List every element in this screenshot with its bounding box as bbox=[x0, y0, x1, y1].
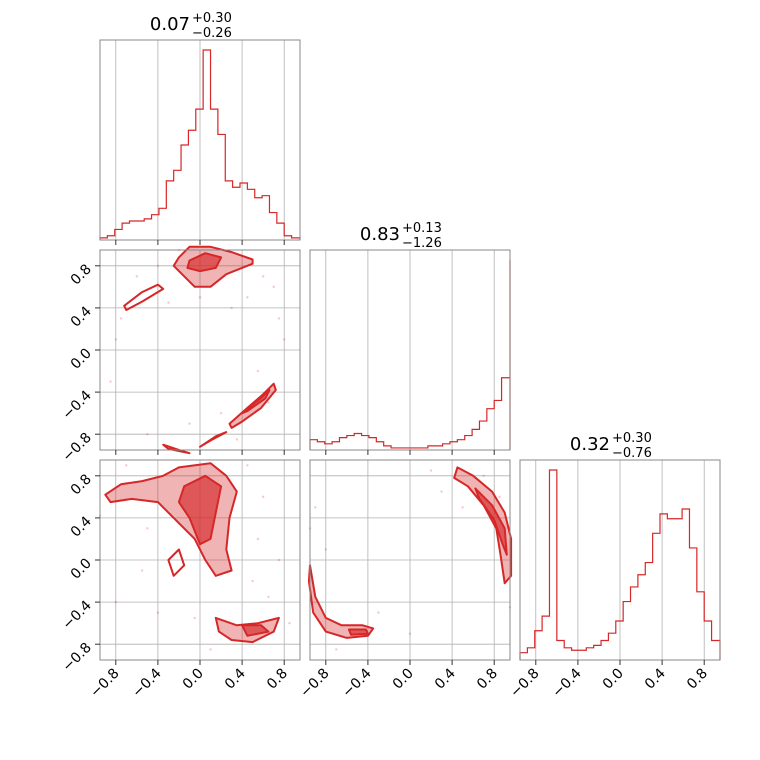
scatter-point bbox=[146, 433, 149, 436]
marginal-title-upper: +0.30 bbox=[192, 11, 232, 26]
scatter-point bbox=[461, 506, 464, 509]
contour-region bbox=[241, 389, 271, 415]
scatter-point bbox=[230, 306, 233, 310]
contour-region bbox=[162, 443, 191, 455]
contour-region bbox=[307, 564, 375, 639]
marginal-title-lower: −1.26 bbox=[402, 236, 442, 251]
x-tick-label: −0.8 bbox=[507, 666, 542, 701]
x-tick-label: −0.8 bbox=[87, 666, 122, 701]
scatter-point bbox=[335, 648, 338, 651]
contour-panel-2: −0.8 −0.4 0.0 0.4 0.8−0.8−0.40.00.40.8 bbox=[59, 459, 301, 701]
marginal-title-upper: +0.30 bbox=[612, 431, 652, 446]
y-tick-label: 0.0 bbox=[68, 346, 95, 373]
scatter-point bbox=[125, 464, 128, 467]
x-tick-label: −0.4 bbox=[339, 665, 374, 700]
scatter-point bbox=[272, 285, 275, 289]
contour-region bbox=[123, 283, 165, 311]
scatter-point bbox=[209, 648, 212, 651]
scatter-point bbox=[251, 579, 254, 583]
scatter-point bbox=[156, 611, 160, 614]
scatter-point bbox=[219, 411, 223, 415]
scatter-point bbox=[135, 275, 139, 278]
scatter-point bbox=[277, 558, 281, 562]
marginal-title-value: 0.83 bbox=[360, 224, 400, 245]
scatter-point bbox=[277, 317, 281, 320]
scatter-point bbox=[408, 632, 412, 635]
contour-region bbox=[474, 487, 508, 556]
scatter-point bbox=[261, 495, 265, 499]
scatter-point bbox=[440, 490, 443, 493]
y-tick-label: 0.4 bbox=[68, 513, 95, 540]
x-tick-label: 0.4 bbox=[222, 665, 249, 692]
x-tick-label: 0.0 bbox=[180, 666, 207, 693]
scatter-point bbox=[314, 506, 317, 509]
scatter-point bbox=[377, 611, 380, 614]
y-tick-label: 0.4 bbox=[68, 303, 95, 330]
scatter-point bbox=[256, 369, 260, 373]
x-tick-label: 0.8 bbox=[684, 666, 711, 693]
y-tick-label: −0.4 bbox=[59, 388, 94, 423]
scatter-point bbox=[140, 569, 144, 572]
y-tick-label: 0.8 bbox=[68, 261, 95, 288]
scatter-point bbox=[267, 595, 270, 599]
scatter-point bbox=[109, 380, 112, 383]
scatter-point bbox=[114, 600, 117, 604]
scatter-point bbox=[235, 438, 239, 441]
marginal-title-lower: −0.76 bbox=[612, 446, 652, 461]
contour-region bbox=[177, 474, 223, 546]
histogram-step-line bbox=[309, 260, 511, 450]
scatter-point bbox=[167, 301, 170, 304]
histogram-panel-3: −0.8 −0.4 0.0 0.4 0.8 0.32 +0.30−0.76 bbox=[507, 431, 721, 701]
scatter-point bbox=[482, 474, 485, 477]
scatter-point bbox=[498, 495, 501, 499]
y-tick-label: 0.8 bbox=[68, 471, 95, 498]
y-tick-label: −0.8 bbox=[59, 430, 94, 465]
scatter-point bbox=[261, 275, 265, 278]
contour-panel-3: −0.8 −0.4 0.0 0.4 0.8 bbox=[297, 459, 513, 701]
scatter-point bbox=[198, 296, 202, 299]
histogram-panel-1: 0.07 +0.30−0.26 bbox=[99, 11, 301, 245]
contour-region bbox=[199, 431, 228, 448]
contour-region bbox=[167, 548, 186, 577]
scatter-point bbox=[156, 264, 160, 267]
x-tick-label: 0.8 bbox=[474, 666, 501, 693]
scatter-point bbox=[119, 317, 123, 320]
y-tick-label: −0.4 bbox=[59, 598, 94, 633]
scatter-point bbox=[288, 621, 291, 625]
contour-region bbox=[241, 624, 270, 637]
contour-region bbox=[186, 252, 223, 273]
x-tick-label: 0.0 bbox=[600, 666, 627, 693]
scatter-point bbox=[146, 527, 149, 530]
x-tick-label: 0.4 bbox=[642, 665, 669, 692]
y-tick-label: 0.0 bbox=[68, 556, 95, 583]
x-tick-label: −0.4 bbox=[549, 665, 584, 700]
x-tick-label: −0.8 bbox=[297, 666, 332, 701]
scatter-point bbox=[193, 616, 196, 620]
contour-panel-1: −0.8 −0.4 0.0 0.4 0.8 bbox=[59, 245, 301, 465]
x-tick-label: 0.4 bbox=[432, 665, 459, 692]
scatter-point bbox=[267, 401, 270, 404]
scatter-point bbox=[429, 469, 433, 472]
scatter-point bbox=[246, 296, 249, 299]
x-tick-label: 0.0 bbox=[390, 666, 417, 693]
histogram-step-line bbox=[99, 49, 301, 240]
contour-region bbox=[347, 628, 369, 636]
scatter-point bbox=[114, 338, 117, 341]
scatter-point bbox=[188, 422, 191, 425]
marginal-title-upper: +0.13 bbox=[402, 221, 442, 236]
x-tick-label: −0.4 bbox=[129, 665, 164, 700]
scatter-point bbox=[283, 338, 286, 341]
marginal-title-lower: −0.26 bbox=[192, 26, 232, 41]
scatter-point bbox=[256, 537, 260, 541]
marginal-title-value: 0.07 bbox=[150, 14, 190, 35]
marginal-title-value: 0.32 bbox=[570, 434, 610, 455]
histogram-panel-2: 0.83 +0.13−1.26 bbox=[309, 221, 511, 455]
y-tick-label: −0.8 bbox=[59, 640, 94, 675]
histogram-step-line bbox=[519, 469, 721, 660]
x-tick-label: 0.8 bbox=[264, 666, 291, 693]
scatter-point bbox=[324, 548, 327, 551]
scatter-point bbox=[246, 464, 249, 467]
